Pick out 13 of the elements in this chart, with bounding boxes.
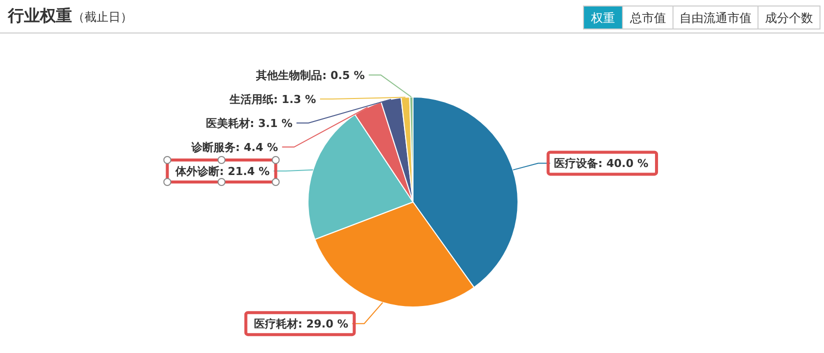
chart-subtitle: （截止日）: [72, 10, 132, 24]
text: 自由流通市值: [680, 11, 752, 26]
slice-label: 医疗耗材: 29.0 %: [254, 317, 348, 330]
text: 总市值: [628, 11, 666, 26]
text: 权重: [590, 11, 615, 26]
slice-label: 医疗设备: 40.0 %: [554, 157, 648, 170]
slice-label: 体外诊断: 21.4 %: [174, 164, 270, 178]
slice-label: 诊断服务: 4.4 %: [190, 140, 278, 154]
slice-label: 其他生物制品: 0.5 %: [255, 68, 365, 82]
text: 行业权重: [7, 6, 72, 25]
slice-label: 生活用纸: 1.3 %: [228, 92, 316, 106]
text: 成分个数: [765, 11, 813, 26]
slice-label: 医美耗材: 3.1 %: [206, 116, 292, 130]
